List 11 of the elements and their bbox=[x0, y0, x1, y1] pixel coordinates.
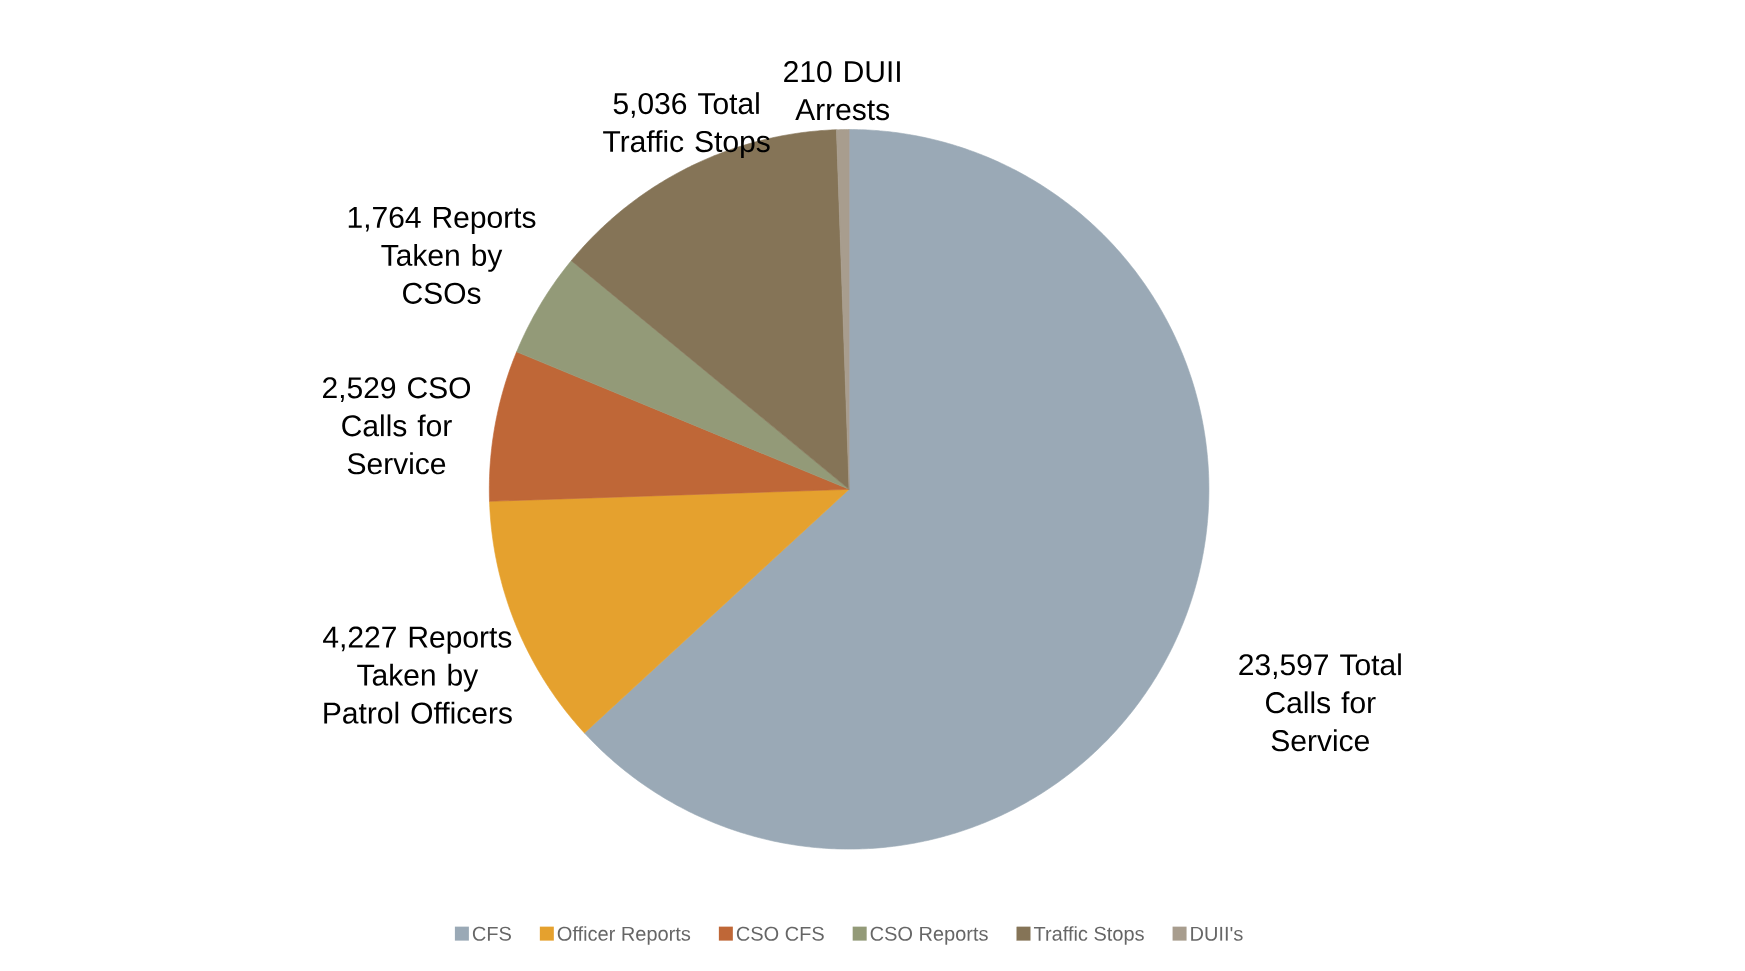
legend-label: CSO Reports bbox=[870, 926, 988, 945]
legend-label: CSO CFS bbox=[736, 926, 824, 941]
data-label: 4,227 Reports Taken by Patrol Officers bbox=[323, 626, 512, 724]
legend-label: CFS bbox=[472, 926, 511, 941]
legend-label: DUII's bbox=[1191, 926, 1243, 941]
data-label: 2,529 CSO Calls for Service bbox=[323, 376, 471, 475]
data-label: 1,764 Reports Taken by CSOs bbox=[348, 206, 536, 304]
legend-label: Officer Reports bbox=[557, 925, 691, 945]
data-label: 210 DUII Arrests bbox=[784, 60, 900, 120]
legend-label: Traffic Stops bbox=[1033, 925, 1144, 945]
data-label: 23,597 Total Calls for Service bbox=[1239, 653, 1401, 752]
